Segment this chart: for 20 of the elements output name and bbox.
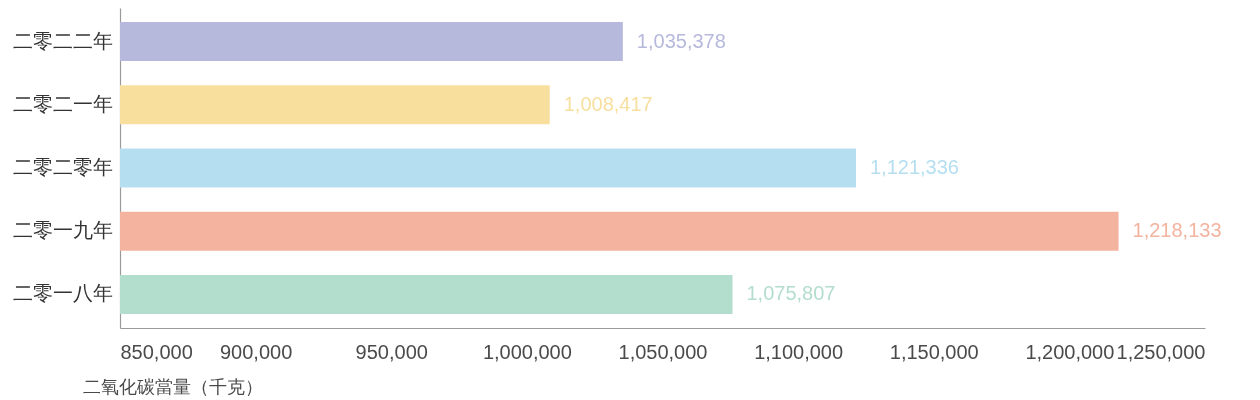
x-tick-label: 1,150,000 xyxy=(889,340,979,363)
x-tick-label: 1,000,000 xyxy=(482,340,572,363)
x-tick-label: 1,200,000 xyxy=(1025,340,1115,363)
data-label: 1,075,807 xyxy=(746,282,836,305)
x-axis-title: 二氧化碳當量（千克） xyxy=(82,376,263,397)
data-label: 1,035,378 xyxy=(636,29,726,52)
data-label: 1,008,417 xyxy=(563,92,653,115)
x-tick-label: 1,250,000 xyxy=(1116,340,1206,363)
x-tick-label: 900,000 xyxy=(219,340,293,363)
y-tick-label: 二零一八年 xyxy=(12,282,113,305)
data-label: 1,121,336 xyxy=(870,156,959,178)
x-tick-label: 1,050,000 xyxy=(618,340,708,363)
y-tick-label: 二零二二年 xyxy=(12,29,113,52)
x-tick-label: 1,100,000 xyxy=(754,340,844,363)
data-label: 1,218,133 xyxy=(1132,219,1222,242)
y-tick-label: 二零一九年 xyxy=(12,219,113,242)
y-tick-label: 二零二零年 xyxy=(12,156,113,178)
y-tick-label: 二零二一年 xyxy=(12,92,113,115)
x-tick-label: 950,000 xyxy=(355,340,428,363)
x-tick-label: 850,000 xyxy=(120,340,193,363)
